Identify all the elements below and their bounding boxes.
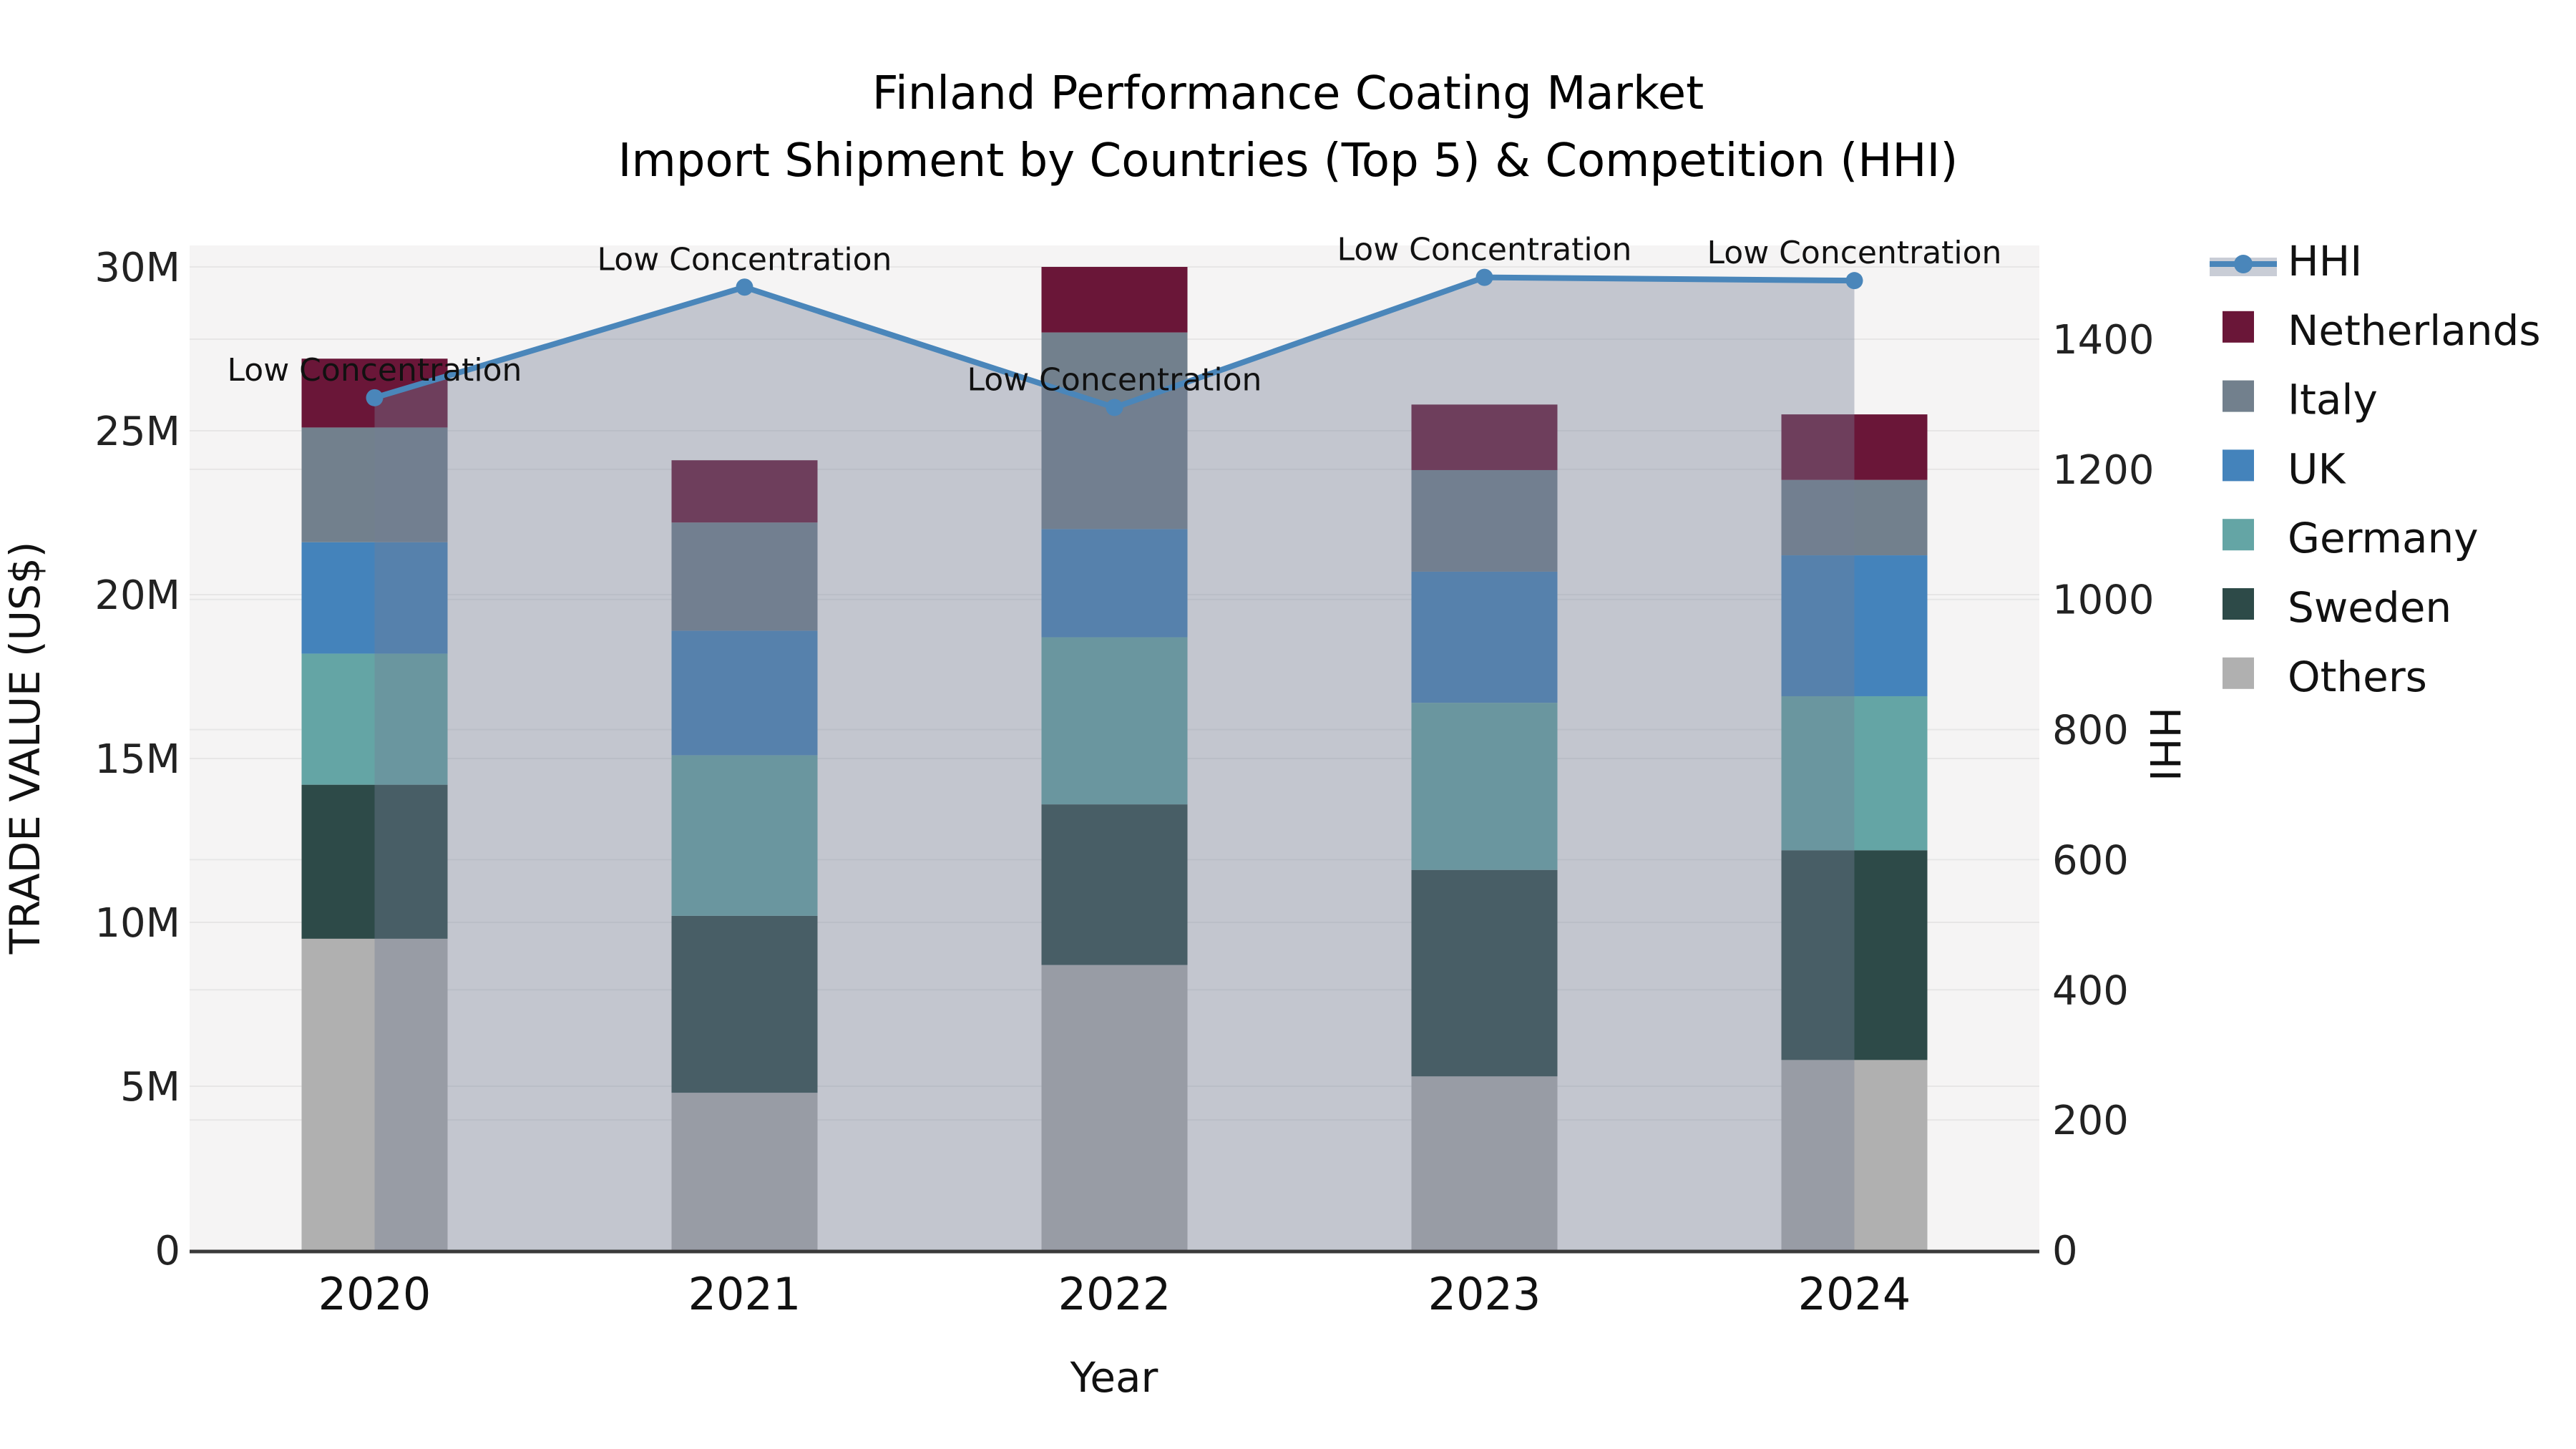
left-tick-0: 0 bbox=[155, 1228, 180, 1274]
bar-segment-uk-2024[interactable] bbox=[1781, 555, 1928, 696]
legend-hhi-marker-swatch bbox=[2234, 255, 2253, 273]
bar-segment-uk-2021[interactable] bbox=[671, 630, 818, 756]
legend-label-others: Others bbox=[2288, 653, 2427, 701]
bar-segment-italy-2022[interactable] bbox=[1041, 332, 1188, 530]
bar-segment-others-2023[interactable] bbox=[1411, 1076, 1558, 1250]
right-tick-400: 400 bbox=[2052, 967, 2129, 1014]
legend-label-italy: Italy bbox=[2288, 376, 2378, 424]
right-tick-0: 0 bbox=[2052, 1228, 2078, 1274]
left-tick-15M: 15M bbox=[94, 736, 180, 783]
right-tick-800: 800 bbox=[2052, 708, 2129, 754]
chart-title-line1: Finland Performance Coating Market bbox=[872, 67, 1704, 120]
bar-segment-others-2021[interactable] bbox=[671, 1093, 818, 1250]
right-tick-600: 600 bbox=[2052, 837, 2129, 884]
left-tick-20M: 20M bbox=[94, 572, 180, 619]
legend-swatch-netherlands bbox=[2223, 311, 2254, 343]
hhi-area-fill bbox=[374, 277, 1855, 1250]
legend-item-hhi[interactable]: HHI bbox=[2210, 237, 2362, 286]
bar-segment-uk-2022[interactable] bbox=[1041, 529, 1188, 638]
legend-label-germany: Germany bbox=[2288, 514, 2479, 562]
legend-label-netherlands: Netherlands bbox=[2288, 306, 2541, 355]
legend-swatch-sweden bbox=[2223, 588, 2254, 620]
hhi-marker-2023[interactable] bbox=[1475, 268, 1493, 286]
bar-segment-sweden-2020[interactable] bbox=[301, 784, 448, 939]
bar-segment-germany-2023[interactable] bbox=[1411, 703, 1558, 870]
bar-segment-sweden-2024[interactable] bbox=[1781, 850, 1928, 1060]
legend-item-germany[interactable]: Germany bbox=[2223, 514, 2479, 562]
right-tick-200: 200 bbox=[2052, 1098, 2129, 1144]
bar-segment-netherlands-2021[interactable] bbox=[671, 460, 818, 523]
legend-item-italy[interactable]: Italy bbox=[2223, 376, 2378, 424]
legend-swatch-uk bbox=[2223, 449, 2254, 482]
bar-segment-uk-2020[interactable] bbox=[301, 542, 448, 654]
bar-segment-germany-2024[interactable] bbox=[1781, 696, 1928, 851]
bar-segment-italy-2021[interactable] bbox=[671, 522, 818, 631]
left-tick-25M: 25M bbox=[94, 409, 180, 455]
hhi-marker-2022[interactable] bbox=[1106, 399, 1123, 416]
left-tick-10M: 10M bbox=[94, 900, 180, 947]
x-tick-2022: 2022 bbox=[1058, 1268, 1171, 1320]
legend-item-uk[interactable]: UK bbox=[2223, 444, 2346, 493]
x-tick-2024: 2024 bbox=[1798, 1268, 1911, 1320]
legend-swatch-germany bbox=[2223, 519, 2254, 551]
bar-segment-italy-2020[interactable] bbox=[301, 427, 448, 542]
left-tick-5M: 5M bbox=[120, 1064, 180, 1111]
left-tick-30M: 30M bbox=[94, 245, 180, 291]
annotation-2023: Low Concentration bbox=[1337, 232, 1632, 268]
legend-item-others[interactable]: Others bbox=[2223, 653, 2427, 701]
bar-segment-others-2020[interactable] bbox=[301, 938, 448, 1250]
bar-segment-others-2024[interactable] bbox=[1781, 1060, 1928, 1250]
chart-title-line2: Import Shipment by Countries (Top 5) & C… bbox=[618, 135, 1958, 187]
hhi-marker-2021[interactable] bbox=[736, 278, 753, 296]
x-tick-2023: 2023 bbox=[1428, 1268, 1541, 1320]
annotation-2020: Low Concentration bbox=[228, 352, 522, 389]
bar-segment-sweden-2021[interactable] bbox=[671, 915, 818, 1093]
left-axis-title: TRADE VALUE (US$) bbox=[1, 542, 49, 955]
right-tick-1200: 1200 bbox=[2052, 447, 2155, 494]
x-tick-2021: 2021 bbox=[688, 1268, 801, 1320]
hhi-marker-2020[interactable] bbox=[366, 389, 384, 406]
bar-segment-netherlands-2022[interactable] bbox=[1041, 267, 1188, 333]
legend-label-hhi: HHI bbox=[2288, 237, 2362, 286]
bar-segment-others-2022[interactable] bbox=[1041, 965, 1188, 1250]
bar-segment-germany-2021[interactable] bbox=[671, 755, 818, 916]
legend-swatch-others bbox=[2223, 657, 2254, 689]
x-axis-title: Year bbox=[1070, 1353, 1158, 1402]
bar-segment-netherlands-2023[interactable] bbox=[1411, 404, 1558, 470]
hhi-marker-2024[interactable] bbox=[1845, 272, 1863, 290]
bar-segment-germany-2020[interactable] bbox=[301, 653, 448, 785]
legend-label-uk: UK bbox=[2288, 444, 2346, 493]
legend-item-netherlands[interactable]: Netherlands bbox=[2223, 306, 2541, 355]
annotation-2021: Low Concentration bbox=[597, 241, 892, 278]
annotation-2022: Low Concentration bbox=[967, 361, 1262, 398]
legend-swatch-italy bbox=[2223, 380, 2254, 412]
x-tick-2020: 2020 bbox=[318, 1268, 431, 1320]
bar-segment-italy-2024[interactable] bbox=[1781, 479, 1928, 556]
bar-segment-sweden-2022[interactable] bbox=[1041, 804, 1188, 965]
bar-segment-netherlands-2024[interactable] bbox=[1781, 414, 1928, 480]
right-tick-1400: 1400 bbox=[2052, 317, 2155, 364]
annotation-2024: Low Concentration bbox=[1707, 235, 2002, 271]
right-tick-1000: 1000 bbox=[2052, 577, 2155, 624]
bar-segment-uk-2023[interactable] bbox=[1411, 571, 1558, 703]
bar-segment-italy-2023[interactable] bbox=[1411, 469, 1558, 572]
bar-segment-sweden-2023[interactable] bbox=[1411, 869, 1558, 1077]
legend-label-sweden: Sweden bbox=[2288, 583, 2451, 632]
right-axis-title: HHI bbox=[2140, 707, 2189, 781]
bar-segment-germany-2022[interactable] bbox=[1041, 637, 1188, 805]
legend-item-sweden[interactable]: Sweden bbox=[2223, 583, 2451, 632]
